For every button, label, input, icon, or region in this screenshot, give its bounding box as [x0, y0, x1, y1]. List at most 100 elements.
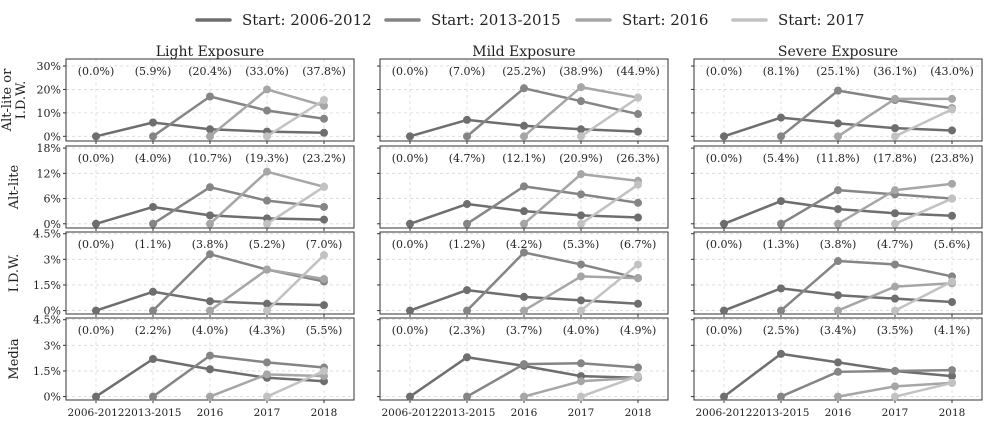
data-annotation: (4.1%): [934, 324, 971, 337]
data-annotation: (38.9%): [559, 65, 603, 78]
data-annotation: (0.0%): [706, 65, 743, 78]
data-point: [577, 97, 585, 106]
data-annotation: (0.0%): [78, 238, 115, 251]
column-title: Mild Exposure: [472, 44, 575, 60]
data-point: [263, 167, 271, 176]
series-line: [152, 354, 325, 398]
data-point: [520, 219, 528, 228]
data-point: [720, 306, 728, 315]
y-tick-label: 1.5%: [33, 365, 61, 378]
data-point: [948, 194, 956, 203]
data-annotation: (4.3%): [249, 324, 286, 337]
y-tick-label: 0%: [44, 391, 61, 404]
data-point: [149, 287, 157, 296]
data-point: [149, 118, 157, 127]
data-point: [634, 372, 642, 381]
series-line: [894, 108, 953, 138]
data-point: [834, 119, 842, 128]
data-point: [320, 366, 328, 375]
data-point: [320, 101, 328, 110]
series-line: [266, 185, 325, 225]
data-point: [320, 96, 328, 104]
data-point: [834, 86, 842, 95]
data-point: [577, 306, 585, 315]
data-point: [577, 359, 585, 368]
data-point: [263, 265, 271, 274]
data-point: [834, 291, 842, 300]
y-tick-label: 0%: [44, 130, 61, 143]
data-point: [891, 186, 899, 195]
data-annotation: (0.0%): [392, 238, 429, 251]
data-annotation: (5.4%): [763, 152, 800, 165]
data-point: [520, 182, 528, 191]
data-annotation: (2.3%): [449, 324, 486, 337]
data-point: [463, 132, 471, 141]
data-point: [834, 132, 842, 141]
data-point: [406, 392, 414, 401]
data-point: [320, 215, 328, 224]
data-point: [263, 106, 271, 115]
x-tick-label: 2006-2012: [68, 407, 125, 419]
data-annotation: (36.1%): [873, 65, 917, 78]
data-point: [520, 84, 528, 93]
series-line: [266, 369, 325, 398]
data-annotation: (17.8%): [873, 152, 917, 165]
data-annotation: (26.3%): [616, 152, 660, 165]
data-annotation: (12.1%): [502, 152, 546, 165]
y-tick-label: 0%: [44, 305, 61, 318]
data-annotation: (6.7%): [620, 238, 657, 251]
data-point: [206, 351, 214, 360]
data-point: [891, 392, 899, 401]
data-annotation: (3.8%): [820, 238, 857, 251]
data-point: [263, 299, 271, 308]
series-line: [466, 87, 639, 138]
legend: Start: 2006-2012 Start: 2013-2015 Start: 2…: [195, 11, 864, 29]
data-point: [834, 205, 842, 214]
data-point: [320, 251, 328, 260]
x-tick-label: 2013-2015: [753, 407, 810, 419]
x-tick-label: 2016: [511, 407, 538, 419]
data-point: [834, 186, 842, 195]
data-point: [263, 132, 271, 141]
data-point: [777, 349, 785, 358]
data-point: [634, 363, 642, 372]
series-line: [580, 263, 639, 312]
data-point: [520, 121, 528, 130]
series-line: [894, 280, 953, 312]
data-point: [948, 105, 956, 114]
data-point: [834, 219, 842, 228]
data-annotation: (44.9%): [616, 65, 660, 78]
data-point: [634, 274, 642, 283]
data-annotation: (5.9%): [135, 65, 172, 78]
data-annotation: (0.0%): [392, 152, 429, 165]
data-point: [777, 113, 785, 122]
data-annotation: (4.0%): [192, 324, 229, 337]
data-point: [948, 366, 956, 375]
y-tick-label: 30%: [37, 60, 61, 73]
y-axis-label: Media: [7, 338, 22, 379]
data-annotation: (0.0%): [392, 324, 429, 337]
data-point: [948, 277, 956, 286]
data-point: [263, 306, 271, 315]
y-tick-label: 3%: [44, 339, 61, 352]
data-point: [834, 358, 842, 367]
data-point: [577, 219, 585, 228]
series-line: [266, 254, 325, 312]
data-point: [891, 132, 899, 141]
data-point: [206, 92, 214, 101]
data-point: [891, 306, 899, 315]
data-annotation: (7.0%): [449, 65, 486, 78]
data-annotation: (20.4%): [188, 65, 232, 78]
y-axis-label: I.D.W.: [7, 254, 22, 293]
data-point: [520, 360, 528, 369]
data-point: [92, 219, 100, 228]
data-point: [948, 378, 956, 387]
data-point: [577, 132, 585, 141]
x-tick-label: 2006-2012: [382, 407, 439, 419]
data-point: [92, 132, 100, 141]
data-point: [463, 306, 471, 315]
data-annotation: (19.3%): [245, 152, 289, 165]
data-point: [577, 211, 585, 220]
data-point: [520, 292, 528, 301]
data-point: [577, 125, 585, 134]
